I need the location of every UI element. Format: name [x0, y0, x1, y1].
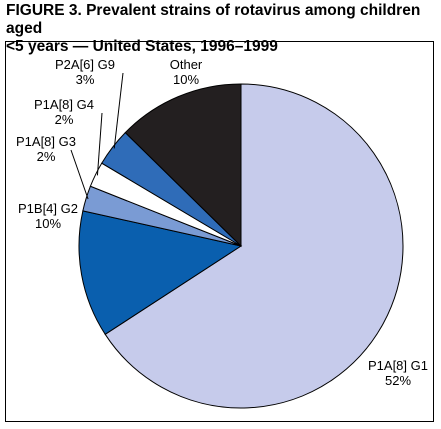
chart-title: FIGURE 3. Prevalent strains of rotavirus…	[6, 2, 438, 56]
slice-label: Other 10%	[170, 57, 203, 87]
leader-line	[96, 112, 103, 176]
pie-slice-other	[124, 83, 242, 248]
slice-label-value: 2%	[55, 112, 74, 127]
pie-slices	[78, 83, 404, 409]
chart-frame	[5, 41, 434, 422]
slice-label-value: 10%	[35, 216, 61, 231]
slice-label-name: P1A[8] G4	[34, 97, 94, 112]
chart-title-line2: <5 years — United States, 1996–1999	[6, 38, 278, 55]
pie-slice-p1a-8-g1	[104, 83, 404, 409]
pie-slice-p1b-4-g2	[78, 210, 243, 336]
slice-label-value: 3%	[76, 72, 95, 87]
leader-line	[70, 149, 89, 200]
leader-lines	[70, 72, 124, 200]
slice-label-name: Other	[170, 57, 203, 72]
slice-labels: P1A[8] G1 52%P1B[4] G2 10%P1A[8] G3 2%P1A[8…	[16, 57, 428, 388]
slice-label-name: P1B[4] G2	[18, 201, 78, 216]
slice-label: P1B[4] G2 10%	[18, 201, 78, 231]
slice-label: P1A[8] G3 2%	[16, 134, 76, 164]
chart-title-line1: FIGURE 3. Prevalent strains of rotavirus…	[6, 2, 421, 37]
slice-label: P1A[8] G4 2%	[34, 97, 94, 127]
slice-label-name: P1A[8] G3	[16, 134, 76, 149]
slice-label-name: P1A[8] G1	[368, 358, 428, 373]
slice-label: P2A[6] G9 3%	[55, 57, 115, 87]
leader-line	[113, 72, 124, 149]
slice-label-value: 2%	[37, 149, 56, 164]
slice-label: P1A[8] G1 52%	[368, 358, 428, 388]
slice-label-value: 10%	[173, 72, 199, 87]
slice-label-name: P2A[6] G9	[55, 57, 115, 72]
slice-label-value: 52%	[385, 373, 411, 388]
